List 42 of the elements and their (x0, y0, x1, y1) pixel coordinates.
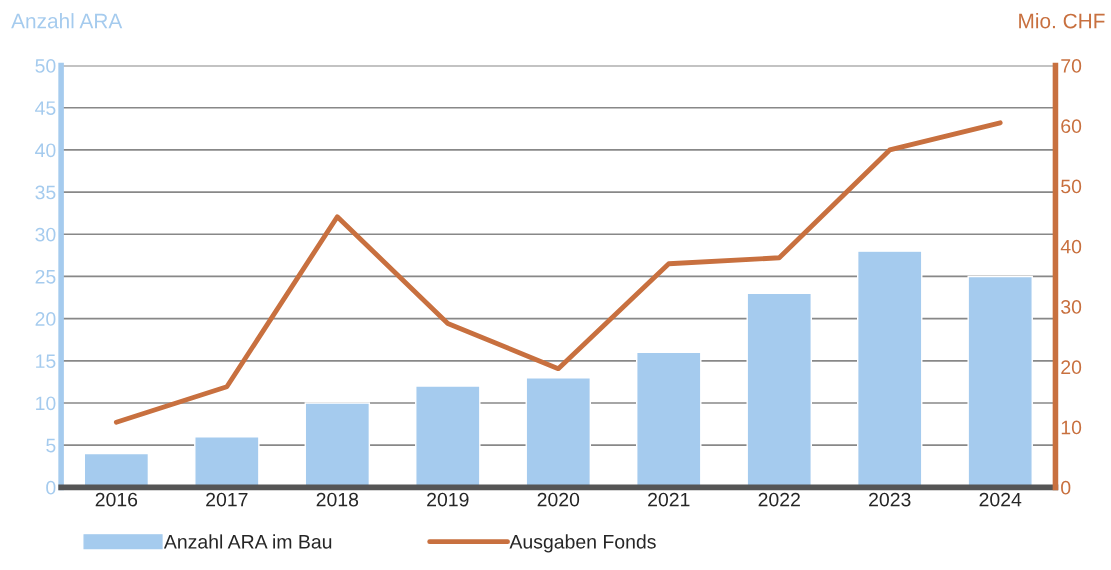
y-tick-label: 10 (36, 396, 56, 411)
line-series (113, 120, 1003, 425)
y-tick-label: 35 (35, 185, 56, 200)
y2-tick-label: 40 (1060, 239, 1082, 254)
legend-label: Ausgaben Fonds (509, 534, 656, 553)
y-tick-label: 5 (46, 438, 56, 453)
y-tick-label: 45 (35, 101, 56, 115)
bar (525, 376, 592, 488)
x-tick-label: 2022 (758, 492, 800, 507)
y-tick-label: 30 (35, 227, 56, 242)
y2-axis-title: Mio. CHF (1019, 13, 1105, 29)
y-tick-label: 50 (35, 59, 56, 73)
y2-tick-label: 60 (1061, 119, 1082, 134)
y-tick-label: 40 (35, 143, 56, 158)
y2-tick-label: 0 (1061, 480, 1071, 495)
bar (415, 385, 481, 488)
x-tick-label: 2021 (648, 492, 690, 507)
y-tick-label: 25 (35, 269, 56, 284)
y-tick-label: 0 (46, 480, 56, 495)
x-tick-label: 2024 (979, 492, 1022, 507)
x-tick-label: 2016 (95, 492, 138, 507)
bar (83, 452, 150, 488)
y-tick-label: 20 (35, 312, 56, 326)
y-tick-label: 15 (36, 354, 56, 369)
bar (856, 250, 923, 488)
legend-label: Anzahl ARA im Bau (163, 534, 332, 549)
x-tick-label: 2017 (206, 492, 248, 507)
y2-tick-label: 20 (1061, 360, 1082, 375)
x-tick-label: 2019 (427, 492, 469, 507)
x-tick-label: 2020 (537, 492, 580, 507)
bar (967, 275, 1033, 488)
y2-tick-label: 70 (1061, 59, 1082, 73)
y2-tick-label: 50 (1061, 179, 1082, 194)
bar (636, 351, 702, 488)
y2-tick-label: 10 (1061, 420, 1082, 435)
x-tick-label: 2018 (316, 492, 359, 507)
bar (194, 436, 260, 488)
bar (746, 292, 812, 488)
bar (304, 402, 371, 488)
y2-tick-label: 30 (1061, 300, 1082, 314)
y-axis-title: Anzahl ARA (11, 13, 123, 29)
x-tick-label: 2023 (869, 492, 911, 507)
